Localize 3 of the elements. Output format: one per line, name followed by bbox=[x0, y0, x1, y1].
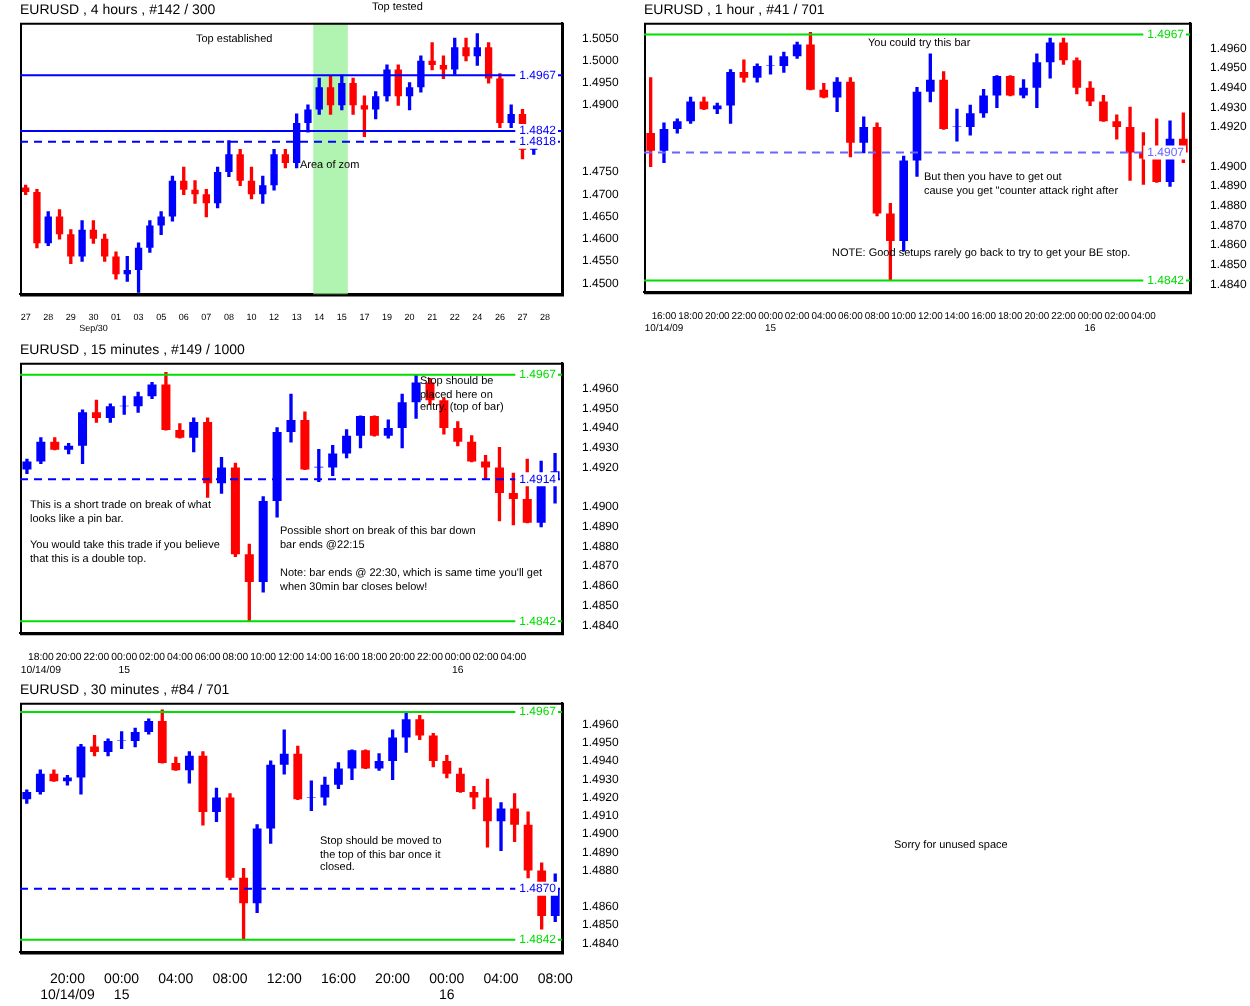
candlestick bbox=[952, 108, 962, 142]
candlestick bbox=[191, 180, 199, 204]
candlestick bbox=[428, 42, 436, 71]
